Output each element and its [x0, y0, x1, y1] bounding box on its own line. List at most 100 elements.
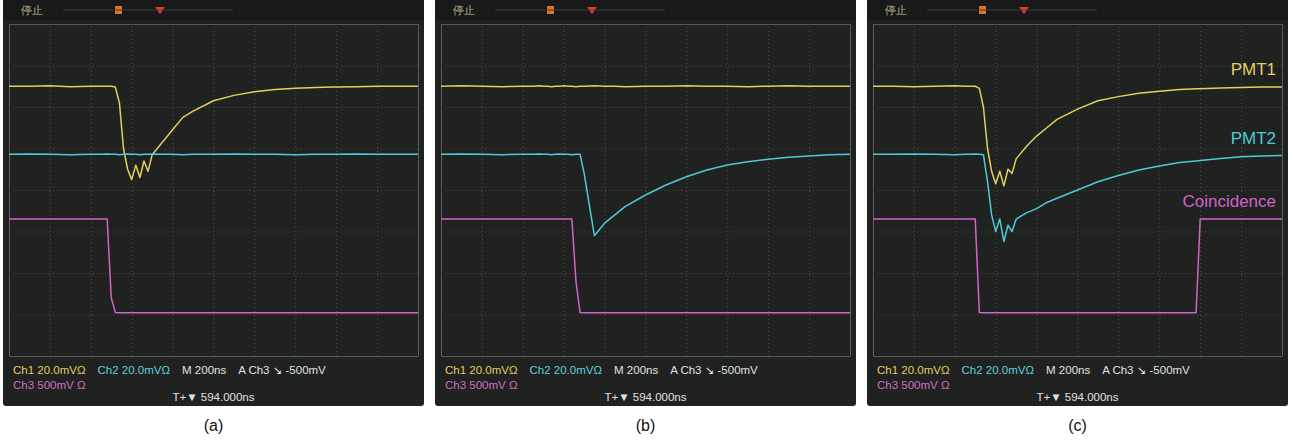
y-axis: [441, 25, 850, 357]
y-grid-line: [441, 315, 850, 316]
x-grid-line: [1159, 24, 1160, 356]
readout-text: A Ch3 ↘ -500mV: [1102, 364, 1190, 376]
readout-text: 停止: [885, 4, 907, 16]
trace: [9, 153, 418, 155]
legend-entry: PMT2: [1231, 129, 1276, 148]
x-grid-line: [295, 24, 296, 356]
panel: 停止Ch1 20.0mVΩCh2 20.0mVΩM 200nsA Ch3 ↘ -…: [435, 0, 856, 434]
x-tick: [564, 24, 565, 356]
x-grid-line: [418, 24, 419, 356]
y-grid-line: [441, 66, 850, 67]
readout-text: T+▼ 594.000ns: [172, 391, 254, 403]
y-tick: [441, 190, 850, 191]
y-tick: [441, 66, 850, 67]
panel: PMT1PMT2Coincidence停止Ch1 20.0mVΩCh2 20.0…: [867, 0, 1288, 434]
y-grid-line: [873, 315, 1282, 316]
readout-text: M 200ns: [1046, 364, 1090, 376]
traces: [873, 86, 1282, 313]
y-grid-line: [873, 149, 1282, 150]
x-tick: [50, 24, 51, 356]
y-grid-line: [873, 356, 1282, 357]
y-grid-line: [873, 273, 1282, 274]
y-tick: [441, 273, 850, 274]
x-tick: [254, 24, 255, 356]
x-axis: [442, 24, 851, 357]
y-tick: [873, 24, 1282, 25]
y-tick: [9, 66, 418, 67]
chart-root: 停止 Ch1 20.0mVΩ Ch2 20.0mVΩ M 200ns A Ch3 ↘ -…: [0, 0, 1293, 441]
y-grid-line: [873, 107, 1282, 108]
x-grid-line: [1282, 24, 1283, 356]
x-tick: [482, 24, 483, 356]
y-grid-line: [9, 232, 418, 233]
y-grid-line: [441, 190, 850, 191]
y-axis-line: [442, 25, 851, 357]
readout-text: Ch2 20.0mVΩ: [962, 364, 1035, 376]
x-tick: [91, 24, 92, 356]
panel-caption: (c): [1068, 417, 1087, 434]
x-grid-line: [91, 24, 92, 356]
readout-text: Ch1 20.0mVΩ: [877, 364, 950, 376]
y-grid-line: [441, 24, 850, 25]
readout-text: Ch1 20.0mVΩ: [13, 364, 86, 376]
x-tick: [996, 24, 997, 356]
record-bar: [495, 10, 665, 11]
y-tick: [9, 190, 418, 191]
x-grid-line: [686, 24, 687, 356]
x-grid-line: [955, 24, 956, 356]
x-tick: [686, 24, 687, 356]
x-tick: [1159, 24, 1160, 356]
x-grid-line: [50, 24, 51, 356]
x-axis-line: [874, 24, 1283, 357]
readout-text: Ch2 20.0mVΩ: [98, 364, 171, 376]
x-tick: [1118, 24, 1119, 356]
y-grid-line: [9, 356, 418, 357]
x-tick: [418, 24, 419, 356]
traces: [9, 86, 418, 313]
y-grid-line: [9, 273, 418, 274]
readout-text: M 200ns: [614, 364, 658, 376]
trace: [9, 86, 418, 180]
x-grid-line: [727, 24, 728, 356]
x-grid-line: [850, 24, 851, 356]
readout-text: Ch1 20.0mVΩ: [445, 364, 518, 376]
y-axis-line: [874, 25, 1283, 357]
y-grid-line: [873, 232, 1282, 233]
y-tick: [873, 315, 1282, 316]
status-bar: [867, 0, 1288, 20]
x-tick: [850, 24, 851, 356]
y-grid-line: [441, 356, 850, 357]
y-tick: [9, 149, 418, 150]
x-axis-line: [10, 24, 419, 357]
x-axis-line: [442, 24, 851, 357]
readout-text: M 200ns: [182, 364, 226, 376]
y-grid-line: [9, 190, 418, 191]
readouts: 停止Ch1 20.0mVΩCh2 20.0mVΩM 200nsA Ch3 ↘ -…: [445, 4, 758, 403]
readout-text: T+▼ 594.000ns: [604, 391, 686, 403]
y-tick: [441, 356, 850, 357]
trace: [873, 154, 1282, 242]
status-bar: [435, 0, 856, 20]
readout-text: Ch3 500mV Ω: [445, 379, 518, 391]
y-tick: [873, 149, 1282, 150]
readout-text: Ch3 500mV Ω: [13, 379, 86, 391]
trace: [441, 154, 850, 236]
record-bar: [63, 10, 233, 11]
y-tick: [873, 107, 1282, 108]
x-tick: [914, 24, 915, 356]
x-tick: [955, 24, 956, 356]
y-tick: [873, 66, 1282, 67]
y-tick: [441, 232, 850, 233]
trace: [873, 219, 1282, 313]
x-grid-line: [1118, 24, 1119, 356]
y-tick: [441, 107, 850, 108]
readouts: 停止 Ch1 20.0mVΩ Ch2 20.0mVΩ M 200ns A Ch3 ↘ -…: [877, 4, 1190, 403]
y-tick: [441, 149, 850, 150]
y-grid-line: [9, 149, 418, 150]
x-axis: [10, 24, 419, 357]
x-grid-line: [914, 24, 915, 356]
x-tick: [523, 24, 524, 356]
y-axis-line: [10, 25, 419, 357]
y-tick: [441, 315, 850, 316]
panel-caption: (a): [204, 417, 224, 434]
